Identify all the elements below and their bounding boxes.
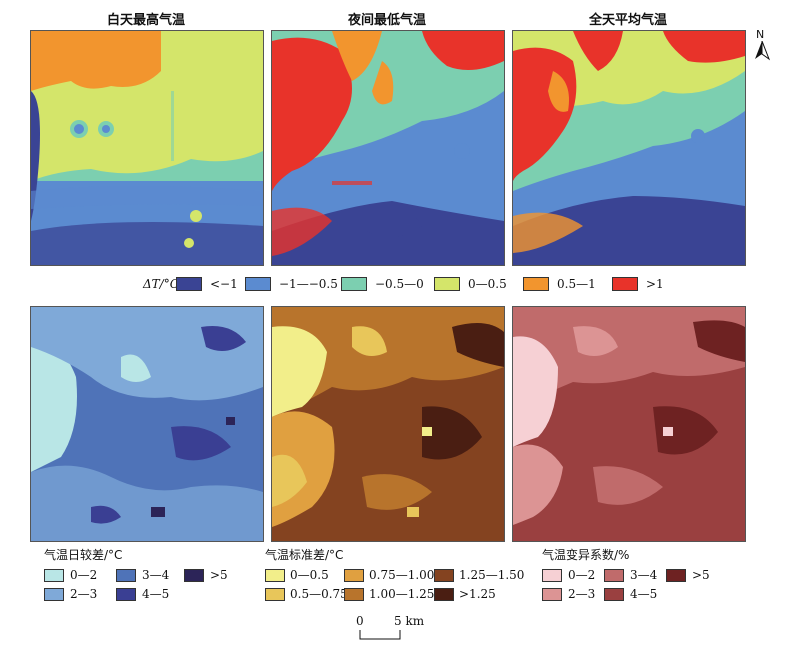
cv-label-1: 0—2 bbox=[568, 568, 596, 582]
std-swatch-4 bbox=[344, 588, 364, 601]
std-legend-title: 气温标准差/°C bbox=[265, 548, 344, 562]
cv-swatch-1 bbox=[542, 569, 562, 582]
range-swatch-1 bbox=[44, 569, 64, 582]
std-swatch-5 bbox=[434, 569, 454, 582]
map-cv bbox=[512, 306, 746, 542]
map-std-dev bbox=[271, 306, 505, 542]
delta-legend: ΔT/°C <−1 −1—−0.5 −0.5—0 0—0.5 0.5—1 >1 bbox=[0, 277, 800, 293]
title-daily-mean: 全天平均气温 bbox=[588, 13, 667, 28]
std-label-1: 0—0.5 bbox=[290, 568, 329, 582]
map-night-min bbox=[271, 30, 505, 266]
north-arrow-icon: N bbox=[752, 28, 772, 61]
range-label-1: 0—2 bbox=[70, 568, 98, 582]
title-night-min: 夜间最低气温 bbox=[347, 13, 426, 28]
std-label-4: 1.00—1.25 bbox=[369, 587, 435, 601]
map-daily-mean bbox=[512, 30, 746, 266]
range-swatch-2 bbox=[44, 588, 64, 601]
cv-label-3: 3—4 bbox=[630, 568, 658, 582]
cv-label-5: >5 bbox=[692, 568, 710, 582]
delta-label-5: 0.5—1 bbox=[557, 277, 596, 291]
cv-swatch-2 bbox=[542, 588, 562, 601]
delta-swatch-6 bbox=[612, 277, 638, 291]
delta-swatch-4 bbox=[434, 277, 460, 291]
cv-label-4: 4—5 bbox=[630, 587, 658, 601]
north-label: N bbox=[756, 28, 765, 41]
std-label-3: 0.75—1.00 bbox=[369, 568, 435, 582]
delta-label-6: >1 bbox=[646, 277, 664, 291]
std-swatch-3 bbox=[344, 569, 364, 582]
range-label-3: 3—4 bbox=[142, 568, 170, 582]
delta-label-2: −1—−0.5 bbox=[279, 277, 338, 291]
std-swatch-2 bbox=[265, 588, 285, 601]
std-label-5: 1.25—1.50 bbox=[459, 568, 525, 582]
delta-swatch-2 bbox=[245, 277, 271, 291]
std-swatch-1 bbox=[265, 569, 285, 582]
cv-swatch-3 bbox=[604, 569, 624, 582]
scale-bar-start: 0 bbox=[356, 614, 364, 628]
range-swatch-3 bbox=[116, 569, 136, 582]
range-label-5: >5 bbox=[210, 568, 228, 582]
delta-label-1: <−1 bbox=[210, 277, 238, 291]
delta-swatch-3 bbox=[341, 277, 367, 291]
std-label-2: 0.5—0.75 bbox=[290, 587, 348, 601]
range-label-4: 4—5 bbox=[142, 587, 170, 601]
delta-swatch-1 bbox=[176, 277, 202, 291]
map-day-max bbox=[30, 30, 264, 266]
delta-label-3: −0.5—0 bbox=[375, 277, 424, 291]
map-diurnal-range bbox=[30, 306, 264, 542]
title-day-max: 白天最高气温 bbox=[106, 13, 185, 28]
cv-legend-title: 气温变异系数/% bbox=[542, 548, 630, 562]
std-label-6: >1.25 bbox=[459, 587, 496, 601]
range-swatch-4 bbox=[116, 588, 136, 601]
std-swatch-6 bbox=[434, 588, 454, 601]
delta-label-4: 0—0.5 bbox=[468, 277, 507, 291]
range-swatch-5 bbox=[184, 569, 204, 582]
scale-bar: 0 5 km bbox=[352, 614, 425, 644]
delta-swatch-5 bbox=[523, 277, 549, 291]
range-legend-title: 气温日较差/°C bbox=[44, 548, 123, 562]
scale-bar-end: 5 km bbox=[394, 614, 425, 628]
range-label-2: 2—3 bbox=[70, 587, 98, 601]
cv-swatch-4 bbox=[604, 588, 624, 601]
delta-legend-title: ΔT/°C bbox=[143, 277, 179, 291]
cv-swatch-5 bbox=[666, 569, 686, 582]
cv-label-2: 2—3 bbox=[568, 587, 596, 601]
